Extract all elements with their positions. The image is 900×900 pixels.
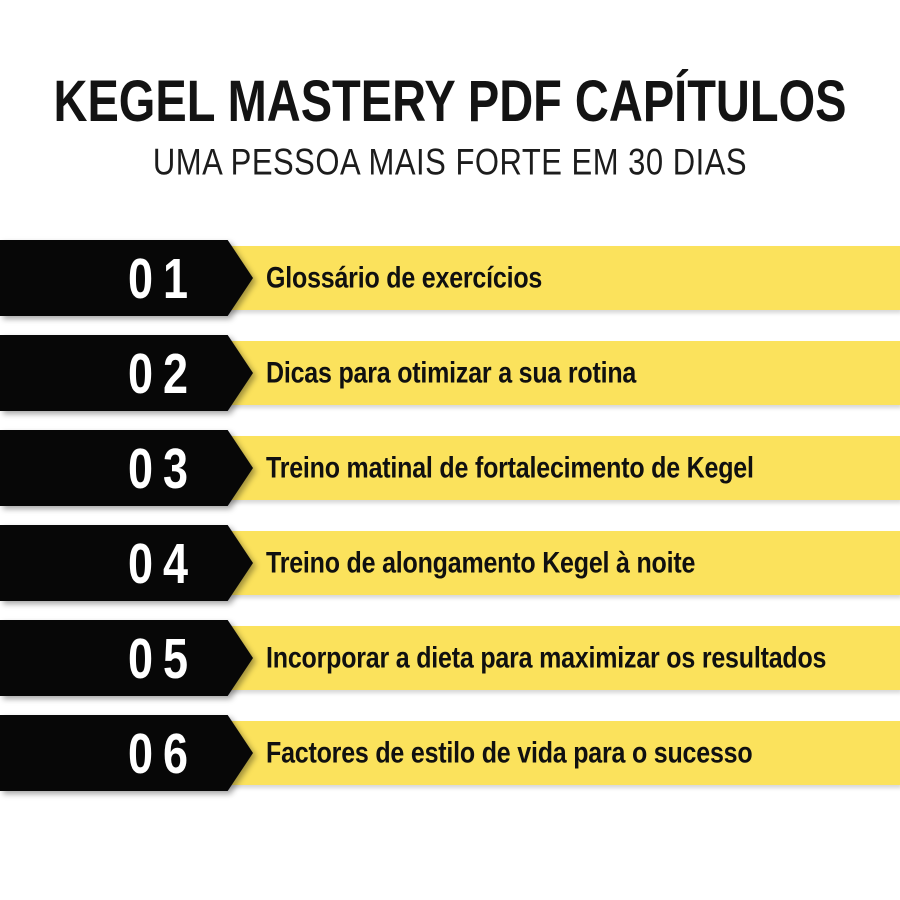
chapter-bar: Glossário de exercícios	[210, 246, 900, 310]
chapter-label: Treino matinal de fortalecimento de Kege…	[266, 450, 754, 485]
chapter-bar: Treino matinal de fortalecimento de Kege…	[210, 436, 900, 500]
arrow-shape: 05	[0, 620, 253, 696]
chapter-number-badge: 01	[0, 240, 253, 316]
chapter-number: 05	[128, 626, 199, 690]
arrow-shape: 06	[0, 715, 253, 791]
chapter-bar: Dicas para otimizar a sua rotina	[210, 341, 900, 405]
chapter-row: Incorporar a dieta para maximizar os res…	[0, 620, 900, 696]
page-title: KEGEL MASTERY PDF CAPÍTULOS	[53, 67, 847, 134]
chapter-number: 02	[128, 341, 199, 405]
arrow-shape: 04	[0, 525, 253, 601]
page-subtitle: UMA PESSOA MAIS FORTE EM 30 DIAS	[152, 141, 748, 183]
chapter-rows: Glossário de exercícios 01 Dicas para ot…	[0, 240, 900, 810]
chapter-number: 01	[128, 246, 199, 310]
chapter-number: 06	[128, 721, 199, 785]
chapter-bar: Incorporar a dieta para maximizar os res…	[210, 626, 900, 690]
chapter-label: Dicas para otimizar a sua rotina	[266, 355, 637, 390]
chapter-row: Glossário de exercícios 01	[0, 240, 900, 316]
chapter-number-badge: 04	[0, 525, 253, 601]
chapter-number-badge: 03	[0, 430, 253, 506]
chapter-row: Dicas para otimizar a sua rotina 02	[0, 335, 900, 411]
chapter-bar: Treino de alongamento Kegel à noite	[210, 531, 900, 595]
chapter-row: Treino de alongamento Kegel à noite 04	[0, 525, 900, 601]
chapter-label: Treino de alongamento Kegel à noite	[266, 545, 696, 580]
chapter-number-badge: 02	[0, 335, 253, 411]
chapter-label: Incorporar a dieta para maximizar os res…	[266, 640, 827, 675]
chapter-number: 03	[128, 436, 199, 500]
chapter-label: Glossário de exercícios	[266, 260, 543, 295]
arrow-shape: 03	[0, 430, 253, 506]
chapter-bar: Factores de estilo de vida para o sucess…	[210, 721, 900, 785]
chapter-number-badge: 05	[0, 620, 253, 696]
chapter-number-badge: 06	[0, 715, 253, 791]
chapter-row: Treino matinal de fortalecimento de Kege…	[0, 430, 900, 506]
chapter-label: Factores de estilo de vida para o sucess…	[266, 735, 753, 770]
arrow-shape: 01	[0, 240, 253, 316]
arrow-shape: 02	[0, 335, 253, 411]
chapter-row: Factores de estilo de vida para o sucess…	[0, 715, 900, 791]
chapter-number: 04	[128, 531, 199, 595]
